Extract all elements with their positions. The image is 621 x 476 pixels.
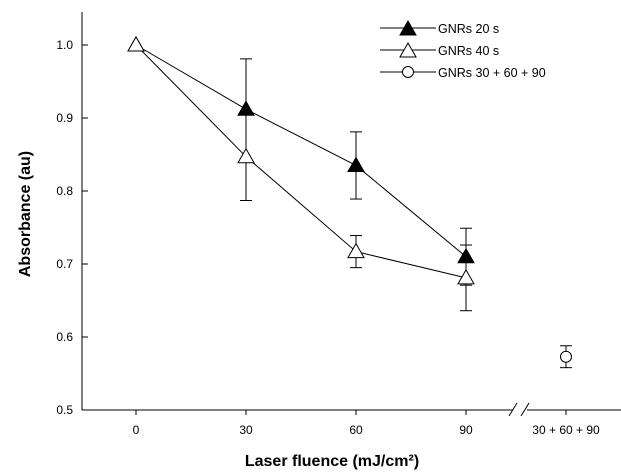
legend-label: GNRs 30 + 60 + 90 — [438, 66, 546, 80]
legend-label: GNRs 20 s — [438, 22, 499, 36]
axis-break-mark — [508, 402, 518, 417]
y-tick-label: 0.6 — [56, 330, 73, 344]
legend-label: GNRs 40 s — [438, 44, 499, 58]
legend-marker — [402, 66, 414, 78]
y-tick-label: 1.0 — [56, 38, 73, 52]
y-tick-label: 0.9 — [56, 111, 73, 125]
axis-break-mark — [520, 402, 530, 417]
y-tick-label: 0.8 — [56, 184, 73, 198]
x-tick-label: 60 — [349, 423, 363, 437]
x-axis-title: Laser fluence (mJ/cm²) — [245, 453, 419, 470]
axes — [81, 12, 621, 417]
x-tick-label: 0 — [133, 423, 140, 437]
y-tick-label: 0.7 — [56, 257, 73, 271]
data-point — [127, 35, 145, 52]
y-ticks: 0.5 0.6 0.7 0.8 0.9 1.0 — [56, 38, 88, 417]
series — [127, 35, 572, 369]
data-point — [347, 156, 365, 172]
series-group — [127, 35, 475, 286]
x-ticks: 0 30 60 90 30 + 60 + 90 — [133, 410, 600, 437]
series-group — [127, 35, 475, 312]
legend-marker — [399, 41, 417, 58]
data-point — [347, 242, 365, 259]
x-tick-label: 90 — [459, 423, 473, 437]
y-tick-label: 0.5 — [56, 403, 73, 417]
y-axis-title: Absorbance (au) — [17, 151, 34, 277]
data-point — [237, 147, 255, 164]
series-group — [560, 345, 572, 369]
legend: GNRs 20 s GNRs 40 s GNRs 30 + 60 + 90 — [380, 19, 546, 80]
series-line — [135, 44, 467, 279]
x-tick-label: 30 + 60 + 90 — [532, 423, 600, 437]
legend-marker — [399, 19, 417, 36]
data-point — [560, 350, 572, 363]
series-line — [135, 44, 467, 258]
x-tick-label: 30 — [239, 423, 253, 437]
data-point — [457, 268, 475, 285]
